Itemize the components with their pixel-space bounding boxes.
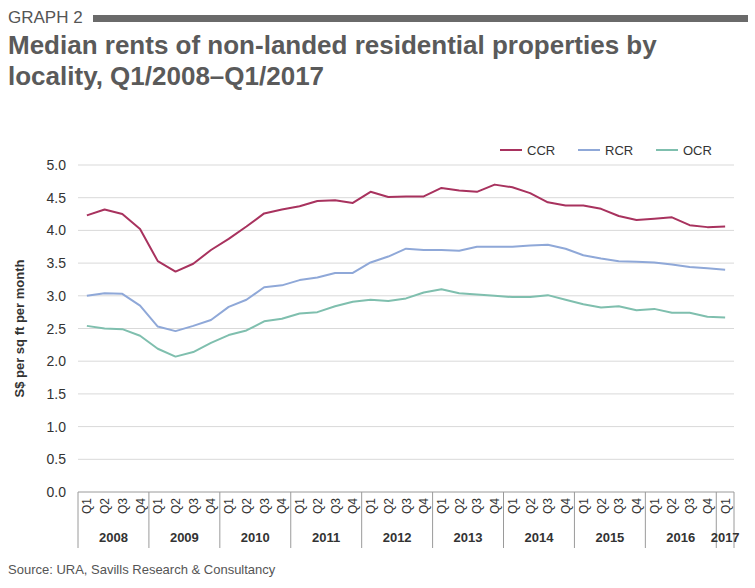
lines	[87, 185, 725, 357]
x-tick-label: Q3	[116, 498, 130, 514]
y-tick-label: 1.5	[47, 386, 67, 402]
x-tick-label: Q2	[665, 498, 679, 514]
x-tick-label: Q1	[506, 498, 520, 514]
grid-line	[78, 393, 734, 394]
x-tick-label: Q4	[275, 498, 289, 514]
x-group-label: 2012	[383, 530, 412, 545]
x-tick-label: Q2	[382, 498, 396, 514]
x-tick-label: Q4	[630, 498, 644, 514]
x-tick-labels: Q1Q2Q3Q4Q1Q2Q3Q4Q1Q2Q3Q4Q1Q2Q3Q4Q1Q2Q3Q4…	[80, 498, 732, 514]
x-group-label: 2014	[525, 530, 555, 545]
x-tick-label: Q3	[470, 498, 484, 514]
x-group-label: 2016	[666, 530, 695, 545]
legend-label: CCR	[527, 143, 555, 158]
x-tick-label: Q3	[683, 498, 697, 514]
source: Source: URA, Savills Research & Consulta…	[8, 562, 275, 577]
legend-label: RCR	[605, 143, 633, 158]
y-tick-label: 2.5	[47, 321, 67, 337]
x-tick-label: Q4	[559, 498, 573, 514]
x-tick-label: Q1	[577, 498, 591, 514]
grid-line	[78, 165, 734, 166]
group-separator	[148, 492, 149, 548]
x-group-label: 2011	[312, 530, 340, 545]
x-tick-label: Q1	[222, 498, 236, 514]
x-tick-label: Q1	[293, 498, 307, 514]
x-group-label: 2008	[99, 530, 128, 545]
grid-line	[78, 328, 734, 329]
grid-line	[78, 230, 734, 231]
header: GRAPH 2	[8, 6, 748, 30]
x-tick-label: Q3	[258, 498, 272, 514]
figure-label: GRAPH 2	[8, 8, 83, 28]
legend-swatch	[500, 149, 522, 151]
x-tick-label: Q2	[595, 498, 609, 514]
title: Median rents of non-landed residential p…	[8, 30, 748, 92]
grid-line	[78, 459, 734, 460]
x-group-label: 2015	[595, 530, 624, 545]
x-tick-label: Q2	[453, 498, 467, 514]
x-tick-label: Q1	[80, 498, 94, 514]
series-line	[87, 185, 725, 272]
grid-line	[78, 426, 734, 427]
header-bar	[93, 15, 748, 22]
group-separator	[361, 492, 362, 548]
y-tick-label: 4.5	[47, 190, 67, 206]
x-tick-label: Q2	[98, 498, 112, 514]
grid	[78, 165, 734, 492]
chart: 0.0 0.5 1.0 1.5 2.0 2.5 3.0 3.5 4.0 4.5 5.0 S$ per …	[0, 0, 755, 588]
x-tick-label: Q4	[701, 498, 715, 514]
y-tick-label: 0.0	[47, 484, 67, 500]
grid-line	[78, 295, 734, 296]
x-tick-label: Q4	[204, 498, 218, 514]
x-groups: 2008 2009 2010 2011 2012 2013 2014 2015 2016 2017	[78, 492, 740, 548]
y-tick-labels: 0.0 0.5 1.0 1.5 2.0 2.5 3.0 3.5 4.0 4.5 5.0	[47, 157, 67, 500]
y-tick-label: 2.0	[47, 353, 67, 369]
x-tick-label: Q1	[719, 498, 733, 514]
group-separator	[645, 492, 646, 548]
x-tick-label: Q3	[329, 498, 343, 514]
y-tick-label: 4.0	[47, 222, 67, 238]
group-separator	[574, 492, 575, 548]
y-tick-label: 3.0	[47, 288, 67, 304]
x-tick-label: Q3	[400, 498, 414, 514]
x-tick-label: Q4	[417, 498, 431, 514]
y-tick-label: 5.0	[47, 157, 67, 173]
x-group-label: 2009	[170, 530, 199, 545]
legend-swatch	[656, 149, 678, 151]
x-tick-label: Q1	[151, 498, 165, 514]
x-tick-label: Q2	[524, 498, 538, 514]
y-axis-line	[78, 165, 79, 492]
x-tick-label: Q1	[435, 498, 449, 514]
x-tick-label: Q2	[311, 498, 325, 514]
x-group-label: 2010	[241, 530, 270, 545]
x-tick-label: Q4	[134, 498, 148, 514]
group-separator	[219, 492, 220, 548]
group-separator	[78, 492, 79, 548]
series-line	[87, 245, 725, 331]
x-tick-label: Q4	[488, 498, 502, 514]
grid-line	[78, 361, 734, 362]
x-group-label: 2017	[711, 530, 740, 545]
x-tick-label: Q3	[541, 498, 555, 514]
group-separator	[290, 492, 291, 548]
y-tick-label: 0.5	[47, 451, 67, 467]
y-axis-label: S$ per sq ft per month	[12, 259, 27, 397]
x-group-label: 2013	[454, 530, 483, 545]
x-tick-label: Q3	[612, 498, 626, 514]
x-tick-label: Q2	[169, 498, 183, 514]
legend-swatch	[578, 149, 600, 151]
group-separator	[503, 492, 504, 548]
x-tick-label: Q1	[648, 498, 662, 514]
grid-line	[78, 492, 734, 493]
legend-label: OCR	[683, 143, 712, 158]
x-tick-label: Q4	[346, 498, 360, 514]
y-tick-label: 3.5	[47, 255, 67, 271]
y-tick-label: 1.0	[47, 419, 67, 435]
series-line	[87, 289, 725, 356]
x-tick-label: Q1	[364, 498, 378, 514]
group-separator	[432, 492, 433, 548]
x-tick-label: Q3	[187, 498, 201, 514]
legend: CCR RCR OCR	[500, 143, 712, 158]
x-tick-label: Q2	[240, 498, 254, 514]
